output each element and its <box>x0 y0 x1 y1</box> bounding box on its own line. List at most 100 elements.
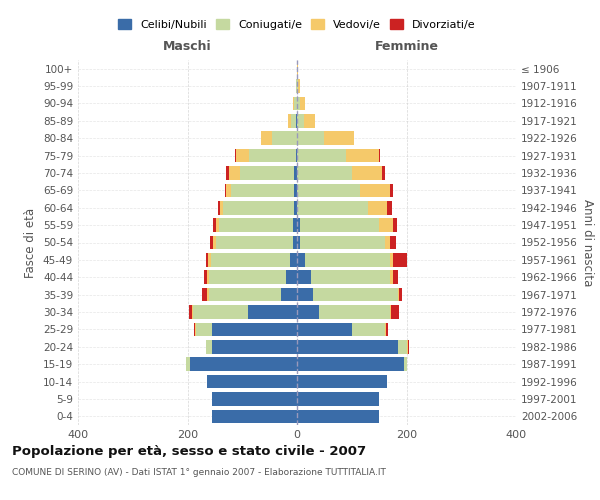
Y-axis label: Fasce di età: Fasce di età <box>25 208 37 278</box>
Bar <box>194 322 196 336</box>
Bar <box>297 132 325 145</box>
Bar <box>319 305 390 319</box>
Bar <box>291 114 296 128</box>
Bar <box>390 270 393 284</box>
Bar <box>206 288 209 302</box>
Bar <box>212 410 297 423</box>
Bar <box>202 288 206 302</box>
Bar <box>379 149 380 162</box>
Bar <box>220 201 223 214</box>
Bar <box>297 236 300 250</box>
Bar <box>300 236 385 250</box>
Bar <box>297 166 352 180</box>
Bar <box>286 270 297 284</box>
Bar <box>297 392 379 406</box>
Bar <box>390 236 395 250</box>
Bar <box>388 201 392 214</box>
Bar <box>325 132 355 145</box>
Bar <box>216 218 219 232</box>
Y-axis label: Anni di nascita: Anni di nascita <box>581 199 594 286</box>
Bar <box>186 358 190 371</box>
Bar <box>226 166 229 180</box>
Bar <box>223 201 294 214</box>
Bar <box>294 96 297 110</box>
Bar <box>294 201 297 214</box>
Bar <box>297 149 346 162</box>
Bar <box>297 96 300 110</box>
Bar <box>297 114 304 128</box>
Bar <box>297 340 398 353</box>
Bar <box>297 184 360 197</box>
Bar <box>206 375 297 388</box>
Bar <box>239 166 294 180</box>
Bar <box>192 305 193 319</box>
Bar <box>393 218 397 232</box>
Bar <box>297 358 404 371</box>
Bar <box>404 358 407 371</box>
Bar <box>262 132 272 145</box>
Text: Popolazione per età, sesso e stato civile - 2007: Popolazione per età, sesso e stato civil… <box>12 445 366 458</box>
Bar <box>297 322 352 336</box>
Bar <box>196 322 212 336</box>
Bar <box>190 358 297 371</box>
Bar <box>212 392 297 406</box>
Bar <box>290 253 297 266</box>
Bar <box>212 340 297 353</box>
Bar <box>206 270 209 284</box>
Bar <box>400 288 402 302</box>
Bar <box>219 218 293 232</box>
Bar <box>218 201 220 214</box>
Bar <box>281 288 297 302</box>
Bar <box>272 132 297 145</box>
Bar <box>390 184 393 197</box>
Bar <box>297 410 379 423</box>
Bar <box>232 184 294 197</box>
Bar <box>212 322 297 336</box>
Bar <box>297 270 311 284</box>
Bar <box>386 322 388 336</box>
Bar <box>213 236 216 250</box>
Bar <box>216 236 293 250</box>
Bar <box>236 149 250 162</box>
Bar <box>393 253 407 266</box>
Bar <box>297 253 305 266</box>
Bar <box>313 288 398 302</box>
Bar <box>398 340 407 353</box>
Bar <box>206 340 212 353</box>
Bar <box>225 184 226 197</box>
Bar <box>297 305 319 319</box>
Bar <box>229 166 239 180</box>
Bar <box>209 270 286 284</box>
Bar <box>297 288 313 302</box>
Bar <box>379 218 393 232</box>
Bar <box>193 305 248 319</box>
Bar <box>352 166 382 180</box>
Bar <box>391 305 400 319</box>
Text: Maschi: Maschi <box>163 40 212 52</box>
Bar <box>390 253 393 266</box>
Bar <box>297 375 388 388</box>
Bar <box>305 253 390 266</box>
Bar <box>296 149 297 162</box>
Bar <box>407 340 409 353</box>
Bar <box>235 149 236 162</box>
Bar <box>204 270 206 284</box>
Bar <box>293 218 297 232</box>
Bar <box>208 253 211 266</box>
Bar <box>300 96 305 110</box>
Bar <box>211 253 290 266</box>
Bar <box>368 201 388 214</box>
Bar <box>385 236 390 250</box>
Bar <box>209 288 281 302</box>
Bar <box>294 184 297 197</box>
Bar <box>211 236 213 250</box>
Bar <box>298 80 300 93</box>
Bar <box>288 114 291 128</box>
Bar <box>297 218 300 232</box>
Bar <box>360 184 390 197</box>
Bar <box>248 305 297 319</box>
Text: COMUNE DI SERINO (AV) - Dati ISTAT 1° gennaio 2007 - Elaborazione TUTTITALIA.IT: COMUNE DI SERINO (AV) - Dati ISTAT 1° ge… <box>12 468 386 477</box>
Bar <box>311 270 390 284</box>
Bar <box>304 114 314 128</box>
Bar <box>352 322 385 336</box>
